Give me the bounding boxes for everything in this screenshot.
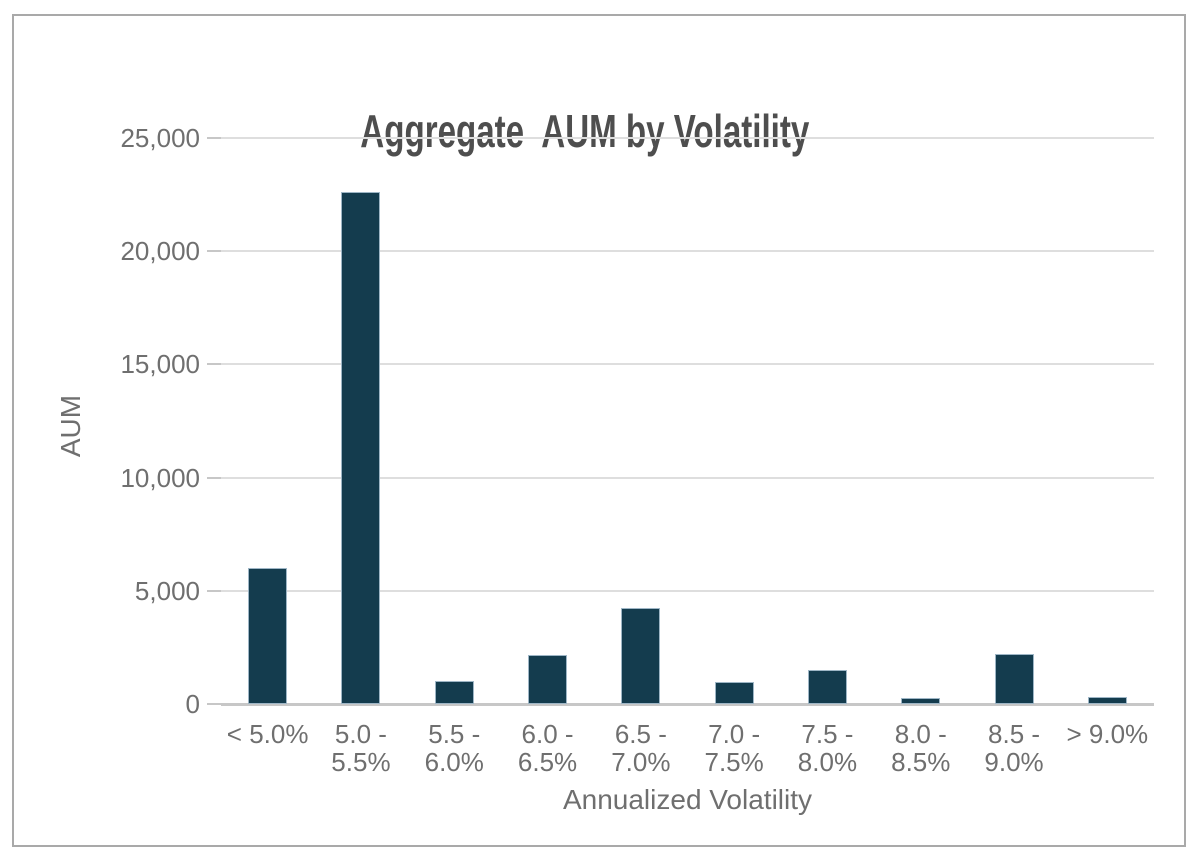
y-axis-tick	[207, 703, 221, 705]
y-axis-tick	[207, 137, 221, 139]
bar	[621, 607, 661, 704]
bar	[807, 670, 847, 704]
y-tick-label: 5,000	[134, 575, 200, 606]
x-tick-label: 8.0 - 8.5%	[891, 719, 951, 777]
gridline	[221, 250, 1154, 253]
chart-title-text: Aggregate AUM by Volatility	[359, 105, 809, 157]
y-axis-tick	[207, 476, 221, 479]
gridline	[221, 589, 1154, 592]
bar	[1087, 697, 1127, 704]
bar	[248, 568, 288, 704]
x-axis-title: Annualized Volatility	[562, 784, 813, 815]
bar	[434, 681, 474, 704]
y-axis-tick	[207, 250, 221, 253]
x-tick-label: 8.5 - 9.0%	[984, 719, 1044, 777]
y-axis-tick	[207, 363, 221, 366]
gridline	[221, 137, 1154, 139]
y-tick-label: 25,000	[120, 123, 200, 153]
x-tick-label: < 5.0%	[226, 719, 309, 749]
bar	[901, 698, 941, 704]
x-tick-label: 5.5 - 6.0%	[424, 719, 484, 777]
y-tick-label: 20,000	[120, 236, 200, 267]
bar	[341, 192, 381, 704]
x-axis-line	[221, 703, 1154, 706]
y-tick-label: 15,000	[120, 349, 200, 380]
y-tick-label: 10,000	[120, 462, 200, 493]
gridline	[221, 363, 1154, 366]
x-tick-label: 5.0 - 5.5%	[331, 719, 391, 777]
y-tick-label: 0	[185, 689, 200, 719]
bar	[994, 654, 1034, 704]
x-tick-label: 7.5 - 8.0%	[797, 719, 858, 777]
x-tick-label: > 9.0%	[1066, 719, 1149, 749]
y-axis-title: AUM	[55, 394, 86, 458]
bar	[528, 655, 568, 704]
bar	[714, 682, 754, 704]
x-tick-label: 7.0 - 7.5%	[704, 719, 764, 777]
chart-frame: Aggregate AUM by Volatility AUM 0 5,000 10…	[12, 14, 1186, 847]
chart-title: Aggregate AUM by Volatility	[14, 50, 1078, 212]
y-axis-tick	[207, 589, 221, 592]
x-tick-label: 6.5 - 7.0%	[611, 719, 671, 777]
gridline	[221, 476, 1154, 479]
x-tick-label: 6.0 - 6.5%	[517, 719, 578, 777]
